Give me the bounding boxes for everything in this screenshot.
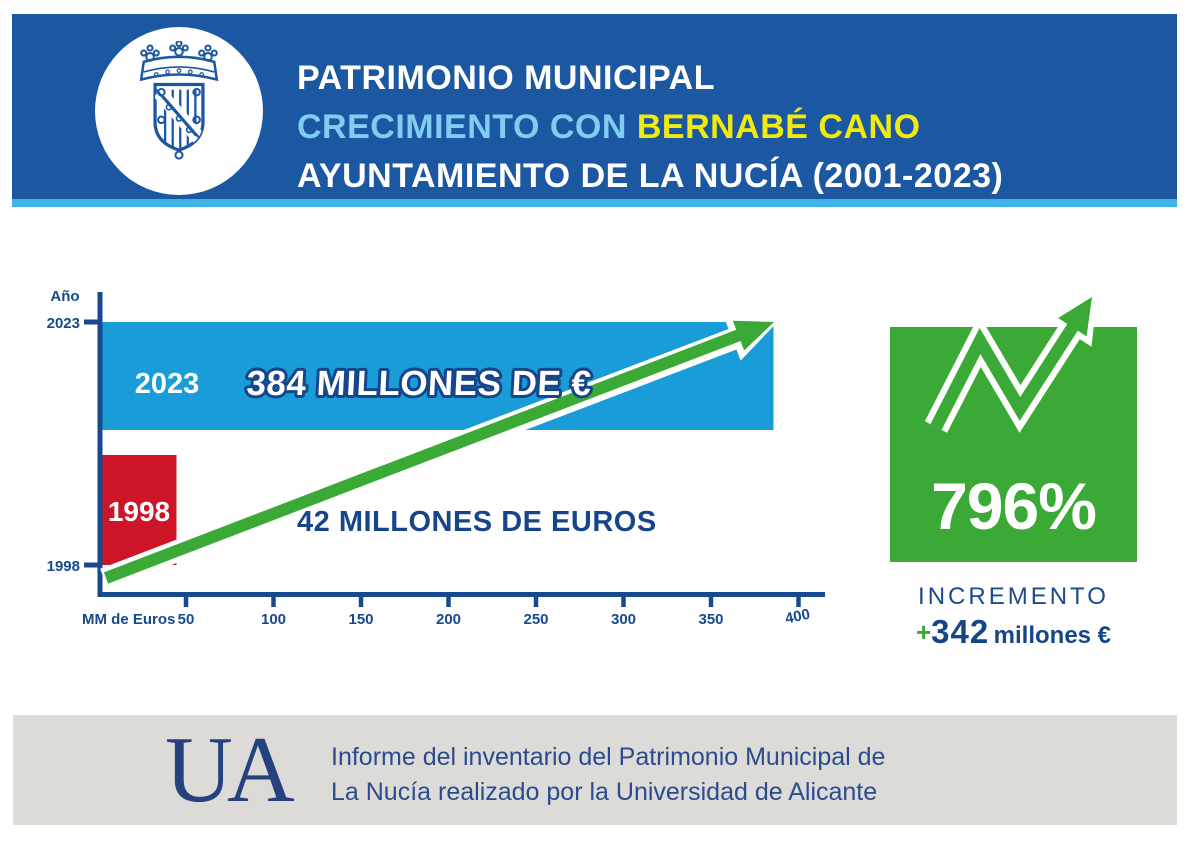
x-tick-labels: 50 100 150 200 250 300 350 400 — [178, 606, 812, 628]
x-tick-300: 300 — [611, 611, 636, 628]
bar-1998-year-label: 1998 — [108, 496, 170, 527]
ua-university-logo: UA — [165, 718, 295, 822]
x-tick-400: 400 — [784, 606, 812, 628]
x-tick-150: 150 — [348, 611, 373, 628]
increment-stat-box: 796% — [890, 289, 1137, 562]
growth-arrow — [100, 315, 781, 590]
bar-1998-value-label: 42 MILLONES DE EUROS — [297, 506, 657, 538]
footer-line-2: La Nucía realizado por la Universidad de… — [331, 778, 878, 806]
town-crest-logo — [95, 27, 263, 195]
delta-value-line: +342 millones € — [860, 613, 1167, 651]
title-bernabe-cano: BERNABÉ CANO — [636, 108, 921, 146]
plus-sign: + — [915, 617, 932, 647]
increment-caption: INCREMENTO — [918, 583, 1109, 610]
title-line-2: CRECIMIENTO CON BERNABÉ CANO — [297, 103, 1003, 152]
y-tick-label-1998: 1998 — [47, 558, 80, 575]
x-axis-title: MM de Euros — [82, 611, 175, 628]
bar-2023-year-label: 2023 — [135, 368, 200, 400]
x-tick-250: 250 — [523, 611, 548, 628]
growth-bar-chart: Año 2023 1998 2023 384 MILLONES DE € 199… — [47, 288, 825, 628]
coat-of-arms-icon — [139, 41, 219, 160]
x-tick-350: 350 — [698, 611, 723, 628]
header-titles: PATRIMONIO MUNICIPAL CRECIMIENTO CON BER… — [297, 54, 1003, 201]
delta-number: 342 — [931, 613, 990, 650]
x-tick-50: 50 — [178, 611, 195, 628]
footer-bar: UA Informe del inventario del Patrimonio… — [13, 715, 1177, 825]
x-tick-100: 100 — [261, 611, 286, 628]
x-tick-marks — [183, 594, 801, 607]
title-crecimiento: CRECIMIENTO CON — [297, 108, 627, 146]
percent-value: 796% — [931, 469, 1097, 543]
y-tick-label-2023: 2023 — [47, 315, 80, 332]
x-tick-200: 200 — [436, 611, 461, 628]
y-axis-title: Año — [50, 288, 79, 305]
header-banner: PATRIMONIO MUNICIPAL CRECIMIENTO CON BER… — [12, 14, 1177, 207]
delta-unit: millones € — [993, 622, 1112, 649]
footer-line-1: Informe del inventario del Patrimonio Mu… — [331, 743, 886, 771]
bar-2023-value-label: 384 MILLONES DE € — [246, 364, 593, 403]
title-line-3: AYUNTAMIENTO DE LA NUCÍA (2001-2023) — [297, 157, 1004, 195]
footer-report-text: Informe del inventario del Patrimonio Mu… — [331, 740, 885, 810]
trending-up-icon — [924, 289, 1098, 433]
title-line-1: PATRIMONIO MUNICIPAL — [297, 59, 715, 97]
